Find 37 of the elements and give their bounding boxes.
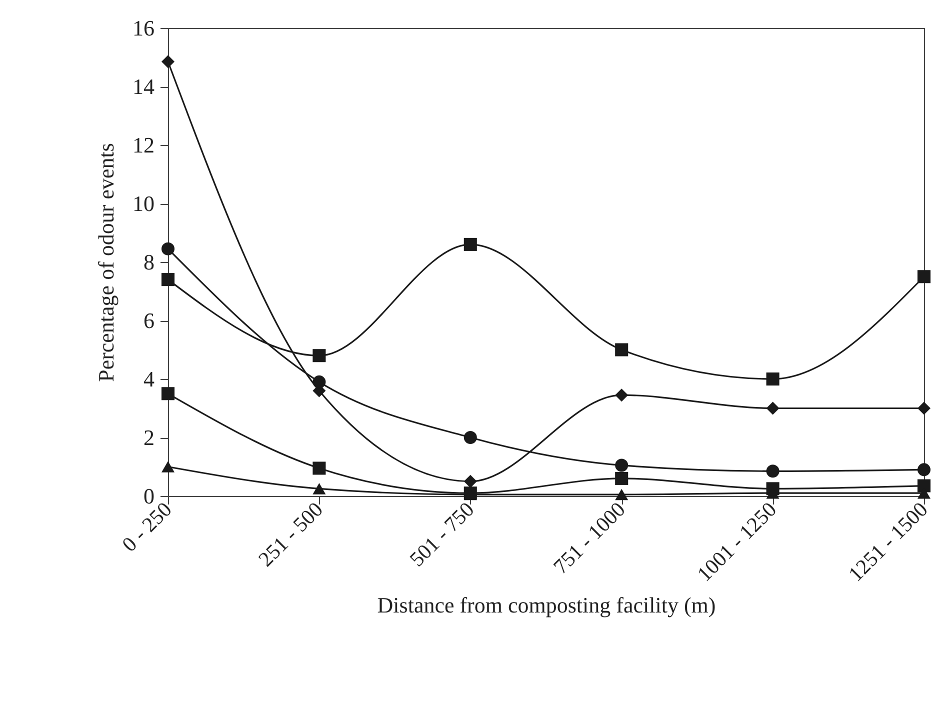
point xyxy=(917,463,931,476)
y-tick-label: 14 xyxy=(132,74,154,99)
point xyxy=(312,349,326,362)
x-axis-title: Distance from composting facility (m) xyxy=(377,592,716,618)
point xyxy=(917,479,931,492)
y-tick-label: 6 xyxy=(144,308,154,333)
y-tick-label: 4 xyxy=(144,366,154,392)
point xyxy=(464,474,477,488)
point xyxy=(615,488,628,500)
point xyxy=(161,461,175,472)
point xyxy=(917,270,931,284)
y-tick-label: 0 xyxy=(144,484,154,508)
point xyxy=(161,242,175,256)
x-tick-label: 501 - 750 xyxy=(404,497,479,572)
y-tick-label: 10 xyxy=(132,191,154,216)
x-tick-label: 251 - 500 xyxy=(254,497,328,572)
y-axis-title: Percentage of odour events xyxy=(94,143,118,382)
y-tick-label: 12 xyxy=(132,132,154,158)
point xyxy=(615,472,628,485)
point xyxy=(161,387,175,400)
point xyxy=(766,372,780,386)
point xyxy=(464,430,477,444)
point xyxy=(766,402,780,415)
point xyxy=(464,238,477,251)
point xyxy=(161,55,175,68)
y-tick-label: 2 xyxy=(144,425,154,450)
point xyxy=(615,458,628,472)
point xyxy=(312,375,326,388)
point xyxy=(161,273,175,286)
point xyxy=(615,388,628,402)
point xyxy=(917,402,931,415)
y-tick-label: 16 xyxy=(132,16,154,40)
point xyxy=(615,343,628,356)
point xyxy=(312,483,326,494)
point xyxy=(312,462,326,475)
y-tick-label: 8 xyxy=(144,250,154,274)
point xyxy=(766,464,780,478)
